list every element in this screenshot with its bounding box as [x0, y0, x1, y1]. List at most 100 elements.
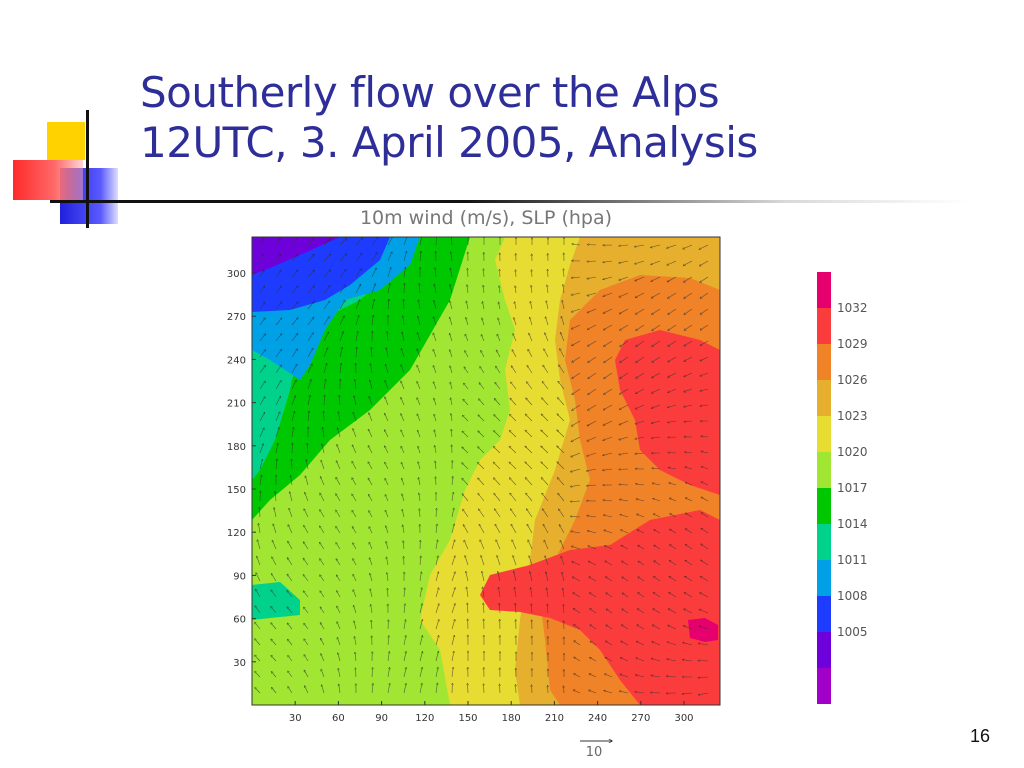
wind-vector	[259, 365, 266, 374]
wind-vector	[323, 286, 330, 294]
wind-vector	[259, 397, 265, 406]
wind-vector	[547, 285, 548, 294]
wind-vector	[465, 351, 469, 358]
wind-vector	[338, 412, 341, 422]
wind-vector	[589, 690, 597, 694]
wind-vector	[603, 436, 613, 440]
slide-number: 16	[969, 726, 990, 746]
wind-vector	[287, 623, 293, 630]
wind-vector	[558, 398, 565, 406]
wind-vector	[668, 420, 677, 423]
wind-vector	[385, 413, 389, 422]
wind-vector	[320, 559, 325, 566]
wind-vector	[401, 348, 405, 358]
wind-vector	[545, 317, 549, 326]
wind-vector	[304, 655, 309, 662]
wind-vector	[573, 690, 581, 694]
title-line-2: 12UTC, 3. April 2005, Analysis	[140, 118, 758, 167]
wind-vector	[356, 347, 357, 358]
wind-vector	[288, 687, 293, 694]
wind-vector	[528, 540, 533, 550]
wind-vector	[433, 317, 437, 326]
wind-vector	[571, 468, 581, 472]
wind-vector	[275, 365, 282, 374]
wind-vector	[304, 525, 309, 534]
wind-vector	[401, 365, 405, 374]
wind-vector	[622, 609, 629, 614]
wind-vector	[433, 382, 437, 390]
wind-vector	[339, 238, 347, 246]
wind-vector	[354, 605, 357, 614]
wind-vector	[638, 577, 645, 582]
wind-vector	[636, 484, 645, 486]
colorbar-swatch-3	[817, 560, 831, 596]
wind-vector	[669, 483, 677, 486]
wind-vector	[619, 420, 629, 425]
wind-vector	[436, 524, 437, 534]
wind-vector	[304, 607, 309, 614]
wind-vector	[494, 478, 501, 486]
wind-vector	[635, 276, 645, 281]
wind-vector	[651, 436, 661, 438]
wind-vector	[291, 380, 296, 390]
wind-vector	[621, 530, 629, 534]
wind-vector	[320, 477, 325, 486]
wind-vector	[559, 509, 565, 518]
wind-vector	[542, 382, 549, 390]
wind-vector	[651, 260, 661, 265]
wind-vector	[606, 625, 613, 630]
colorbar-label-1029: 1029	[837, 337, 868, 351]
wind-vector	[419, 651, 423, 662]
wind-vector	[511, 366, 517, 374]
wind-vector	[559, 365, 565, 374]
wind-vector	[619, 308, 629, 314]
y-tick-label-180: 180	[227, 442, 246, 453]
y-tick-label-60: 60	[233, 615, 246, 626]
wind-vector	[291, 254, 298, 262]
wind-vector	[572, 404, 581, 411]
wind-vector	[401, 430, 405, 438]
wind-vector	[303, 558, 309, 566]
wind-vector	[571, 308, 581, 312]
wind-vector	[434, 398, 437, 406]
wind-vector	[368, 478, 373, 486]
wind-vector	[571, 516, 581, 517]
wind-vector	[529, 333, 533, 342]
colorbar-swatch-6	[817, 452, 831, 488]
wind-vector	[387, 683, 390, 694]
wind-vector	[509, 462, 517, 470]
wind-vector	[514, 318, 517, 326]
wind-vector	[401, 414, 405, 422]
wind-vector	[452, 476, 453, 486]
wind-vector	[635, 675, 645, 678]
wind-vector	[272, 557, 277, 566]
wind-vector	[403, 251, 407, 262]
wind-vector	[303, 575, 309, 582]
wind-vector	[385, 510, 389, 518]
wind-vector	[572, 577, 581, 582]
wind-vector	[275, 318, 282, 326]
wind-vector	[562, 572, 565, 582]
wind-vector	[638, 593, 645, 598]
wind-vector	[451, 619, 455, 630]
wind-vector	[667, 642, 677, 646]
wind-vector	[548, 269, 549, 278]
wind-vector	[604, 691, 613, 694]
wind-vector	[684, 372, 693, 377]
wind-vector	[543, 365, 549, 374]
wind-vector	[515, 587, 517, 598]
wind-vector	[436, 477, 437, 486]
wind-vector	[369, 542, 373, 550]
wind-vector	[499, 286, 500, 294]
wind-vector	[275, 349, 282, 358]
wind-vector	[516, 685, 517, 694]
wind-vector	[384, 430, 389, 438]
wind-vector	[495, 382, 501, 390]
field-region-1032-se	[480, 510, 720, 705]
wind-vector	[587, 468, 597, 471]
wind-vector	[604, 340, 613, 346]
wind-vector	[353, 590, 357, 598]
wind-vector	[418, 462, 421, 470]
wind-vector	[320, 526, 325, 534]
wind-vector	[271, 655, 277, 662]
